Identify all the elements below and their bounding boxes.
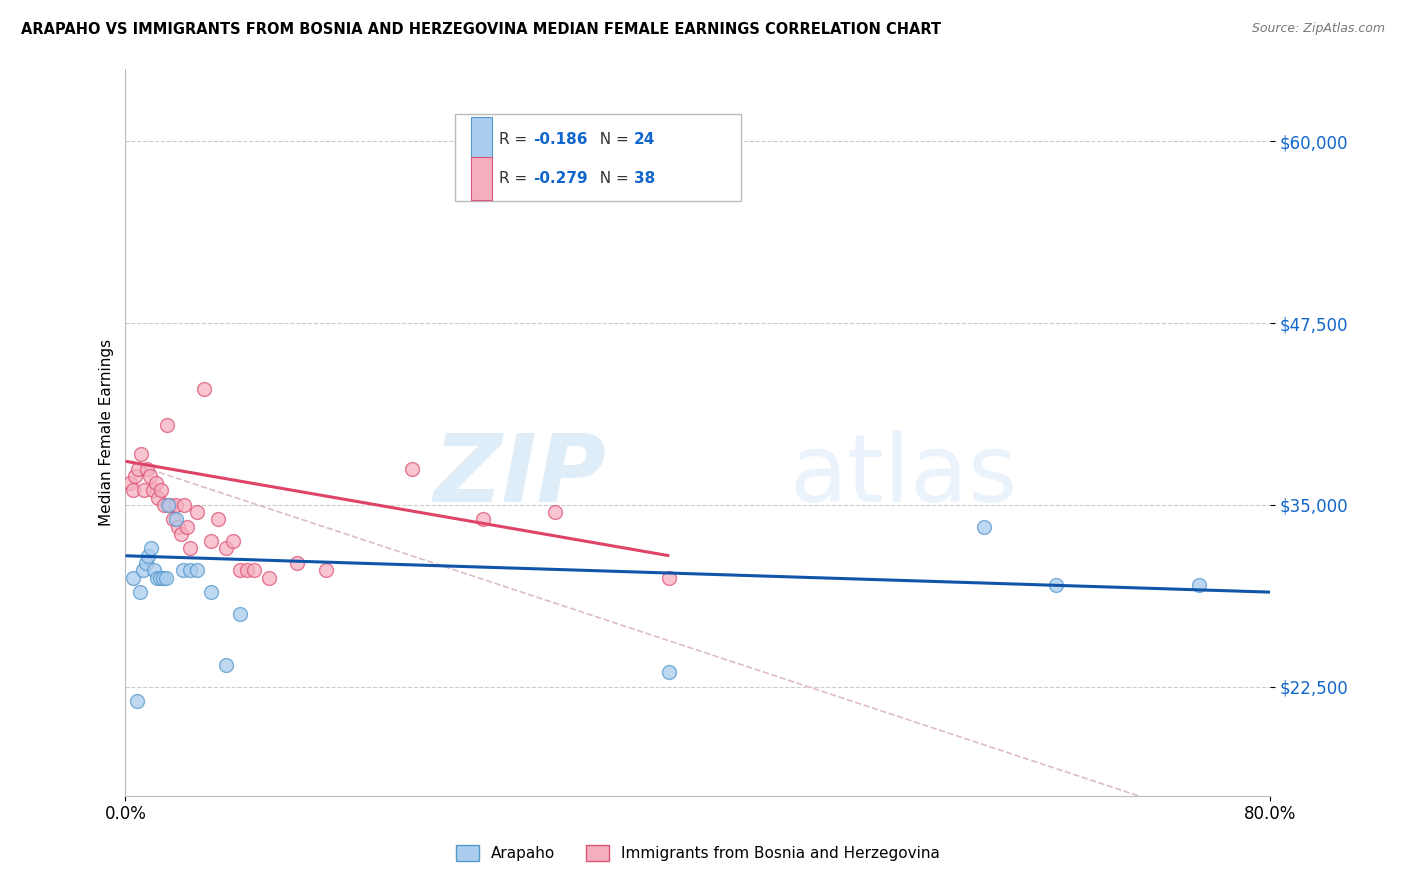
Text: ARAPAHO VS IMMIGRANTS FROM BOSNIA AND HERZEGOVINA MEDIAN FEMALE EARNINGS CORRELA: ARAPAHO VS IMMIGRANTS FROM BOSNIA AND HE… — [21, 22, 941, 37]
Point — [134, 556, 156, 570]
Point — [139, 468, 162, 483]
Point — [136, 461, 159, 475]
Point — [229, 607, 252, 621]
Point — [128, 585, 150, 599]
Point — [1045, 578, 1067, 592]
Point — [170, 527, 193, 541]
Text: 24: 24 — [634, 132, 655, 146]
Point — [124, 468, 146, 483]
Point — [186, 505, 208, 519]
Text: R =: R = — [499, 132, 531, 146]
Point — [214, 541, 236, 556]
Point — [179, 563, 201, 577]
Point — [153, 498, 176, 512]
Point — [146, 571, 169, 585]
Point — [132, 483, 155, 498]
Point — [121, 483, 143, 498]
Point — [129, 447, 152, 461]
Point — [200, 534, 222, 549]
Y-axis label: Median Female Earnings: Median Female Earnings — [100, 339, 114, 525]
Point — [118, 476, 141, 491]
Point — [148, 491, 170, 505]
Point — [167, 519, 190, 533]
Point — [544, 505, 567, 519]
Point — [285, 556, 308, 570]
Point — [121, 571, 143, 585]
Point — [315, 563, 337, 577]
Point — [165, 512, 187, 526]
Point — [658, 571, 681, 585]
Text: ZIP: ZIP — [433, 430, 606, 522]
Point — [162, 512, 184, 526]
Legend: Arapaho, Immigrants from Bosnia and Herzegovina: Arapaho, Immigrants from Bosnia and Herz… — [456, 845, 939, 861]
Point — [142, 483, 165, 498]
Point — [1188, 578, 1211, 592]
Point — [172, 563, 194, 577]
Point — [176, 519, 198, 533]
Point — [236, 563, 259, 577]
Point — [157, 498, 180, 512]
Point — [179, 541, 201, 556]
Text: 38: 38 — [634, 171, 655, 186]
Text: atlas: atlas — [790, 430, 1018, 522]
Text: N =: N = — [591, 171, 634, 186]
Point — [472, 512, 495, 526]
Point — [401, 461, 423, 475]
Point — [138, 549, 160, 563]
Point — [127, 461, 149, 475]
Point — [159, 498, 181, 512]
Point — [150, 483, 173, 498]
Point — [131, 563, 153, 577]
Point — [193, 382, 215, 396]
Point — [200, 585, 222, 599]
Point — [152, 571, 174, 585]
Text: R =: R = — [499, 171, 531, 186]
Point — [243, 563, 266, 577]
Point — [165, 498, 187, 512]
Point — [229, 563, 252, 577]
Point — [973, 519, 995, 533]
Point — [186, 563, 208, 577]
Text: -0.186: -0.186 — [533, 132, 588, 146]
Point — [141, 541, 163, 556]
Point — [173, 498, 195, 512]
Point — [257, 571, 280, 585]
Point — [155, 571, 177, 585]
Text: -0.279: -0.279 — [533, 171, 588, 186]
Point — [222, 534, 245, 549]
Point — [214, 657, 236, 672]
Text: N =: N = — [591, 132, 634, 146]
Text: Source: ZipAtlas.com: Source: ZipAtlas.com — [1251, 22, 1385, 36]
Point — [149, 571, 172, 585]
Point — [143, 563, 166, 577]
Point — [125, 694, 148, 708]
Point — [658, 665, 681, 680]
Point — [145, 476, 167, 491]
Point — [156, 417, 179, 432]
Point — [207, 512, 229, 526]
